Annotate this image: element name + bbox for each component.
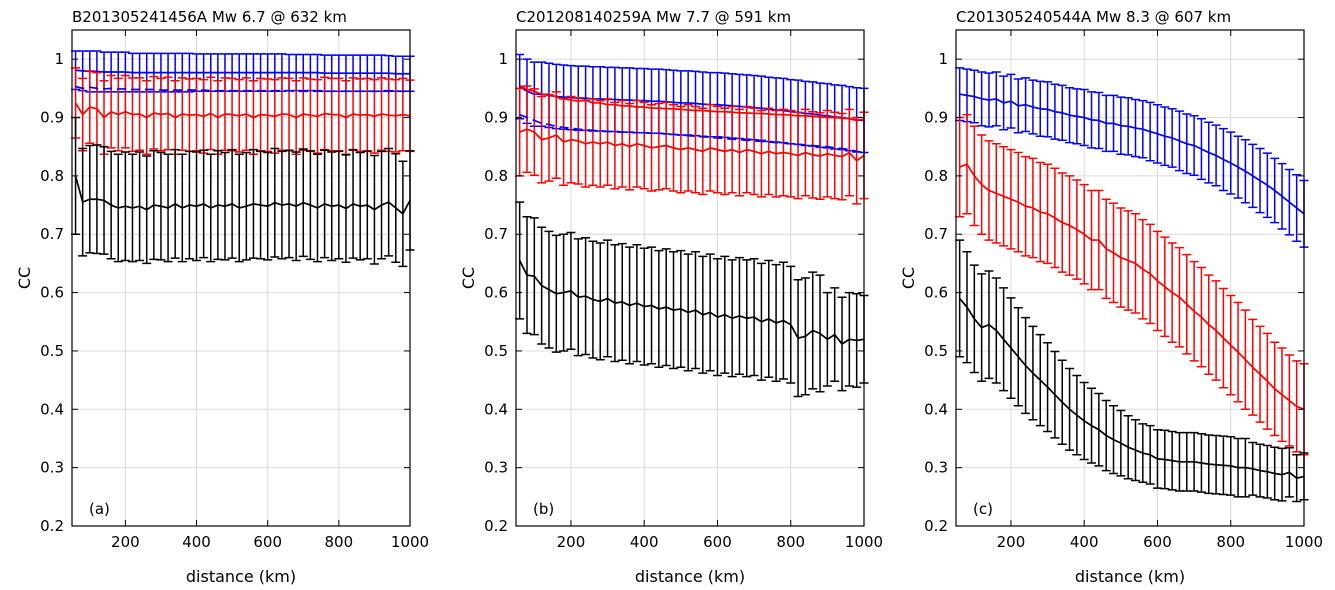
series-line-blue bbox=[519, 113, 865, 154]
x-tick-label: 200 bbox=[557, 533, 586, 551]
y-tick-label: 0.3 bbox=[924, 459, 948, 477]
x-tick-label: 400 bbox=[1070, 533, 1099, 551]
x-tick-label: 600 bbox=[1143, 533, 1172, 551]
y-tick-label: 1 bbox=[498, 50, 508, 68]
series-blue bbox=[75, 85, 410, 93]
x-tick-label: 800 bbox=[1216, 533, 1245, 551]
y-tick-label: 0.2 bbox=[924, 517, 948, 535]
chart-panel-2: 200 400 600 800 1000 0.2 0.3 0.4 0.5 0.6 0.7 0.8 0.9… bbox=[459, 8, 883, 586]
y-tick-label: 0.4 bbox=[40, 400, 64, 418]
x-tick-label: 1000 bbox=[1285, 533, 1323, 551]
x-tick-label: 800 bbox=[325, 533, 354, 551]
x-tick-label: 1000 bbox=[391, 533, 429, 551]
series-line-black bbox=[518, 260, 865, 346]
series-line-blue bbox=[75, 69, 410, 75]
series-line-red bbox=[519, 84, 865, 122]
axes-box bbox=[71, 29, 411, 527]
y-tick-label: 0.2 bbox=[484, 517, 508, 535]
y-tick-label: 0.3 bbox=[484, 459, 508, 477]
x-tick-label: 400 bbox=[182, 533, 211, 551]
x-axis-label: distance (km) bbox=[1075, 567, 1185, 586]
y-tick-label: 1 bbox=[938, 50, 948, 68]
series-line-blue bbox=[959, 93, 1305, 215]
errorbar bbox=[955, 239, 965, 358]
series-line-red bbox=[74, 102, 411, 119]
series-line-red bbox=[519, 128, 865, 162]
y-tick-label: 0.7 bbox=[924, 225, 948, 243]
y-axis-label: CC bbox=[899, 267, 918, 289]
y-tick-label: 0.8 bbox=[924, 167, 948, 185]
y-tick-label: 0.3 bbox=[40, 459, 64, 477]
y-tick-label: 0.6 bbox=[924, 284, 948, 302]
series-black bbox=[955, 239, 1309, 503]
errorbar bbox=[515, 201, 525, 320]
series-red bbox=[71, 67, 415, 156]
plot-area bbox=[72, 30, 410, 526]
chart-panel-1: 200 400 600 800 1000 0.2 0.3 0.4 0.5 0.6 0.7 0.8 0.9… bbox=[15, 8, 429, 586]
y-tick-label: 0.7 bbox=[484, 225, 508, 243]
y-tick-label: 0.6 bbox=[40, 284, 64, 302]
y-tick-label: 0.9 bbox=[924, 109, 948, 127]
series-black bbox=[515, 201, 869, 398]
series-line-red bbox=[959, 163, 1305, 411]
x-tick-label: 200 bbox=[997, 533, 1026, 551]
y-tick-label: 0.8 bbox=[484, 167, 508, 185]
axes-box bbox=[955, 29, 1305, 527]
panel-label: (a) bbox=[89, 500, 110, 518]
series-blue bbox=[955, 67, 1309, 248]
panel-label: (b) bbox=[533, 500, 554, 518]
y-tick-label: 0.6 bbox=[484, 284, 508, 302]
series-line-black bbox=[74, 175, 411, 216]
series-red bbox=[955, 113, 1309, 456]
chart-title: C201208140259A Mw 7.7 @ 591 km bbox=[516, 8, 791, 26]
y-tick-label: 1 bbox=[54, 50, 64, 68]
x-tick-label: 200 bbox=[111, 533, 140, 551]
y-tick-label: 0.7 bbox=[40, 225, 64, 243]
y-tick-label: 0.4 bbox=[484, 400, 508, 418]
series-black bbox=[71, 116, 415, 268]
y-tick-label: 0.2 bbox=[40, 517, 64, 535]
plot-area bbox=[956, 30, 1304, 526]
y-tick-label: 0.5 bbox=[924, 342, 948, 360]
chart-panel-3: 200 400 600 800 1000 0.2 0.3 0.4 0.5 0.6 0.7 0.8 0.9… bbox=[899, 8, 1323, 586]
chart-title: C201305240544A Mw 8.3 @ 607 km bbox=[956, 8, 1231, 26]
series-line-black bbox=[959, 297, 1305, 480]
x-tick-label: 400 bbox=[630, 533, 659, 551]
x-tick-label: 800 bbox=[776, 533, 805, 551]
x-axis-label: distance (km) bbox=[635, 567, 745, 586]
axes-box bbox=[515, 29, 865, 527]
chart-title: B201305241456A Mw 6.7 @ 632 km bbox=[72, 8, 347, 26]
y-tick-label: 0.5 bbox=[40, 342, 64, 360]
series-red bbox=[519, 84, 865, 122]
series-line-blue bbox=[75, 85, 410, 93]
panel-label: (c) bbox=[973, 500, 993, 518]
x-axis-label: distance (km) bbox=[186, 567, 296, 586]
y-tick-label: 0.4 bbox=[924, 400, 948, 418]
y-tick-label: 0.9 bbox=[484, 109, 508, 127]
y-axis-label: CC bbox=[459, 267, 478, 289]
series-blue bbox=[519, 113, 865, 154]
x-tick-label: 600 bbox=[703, 533, 732, 551]
x-tick-label: 600 bbox=[253, 533, 282, 551]
x-tick-label: 1000 bbox=[845, 533, 883, 551]
y-axis-label: CC bbox=[15, 267, 34, 289]
y-tick-label: 0.9 bbox=[40, 109, 64, 127]
y-tick-label: 0.5 bbox=[484, 342, 508, 360]
y-tick-label: 0.8 bbox=[40, 167, 64, 185]
